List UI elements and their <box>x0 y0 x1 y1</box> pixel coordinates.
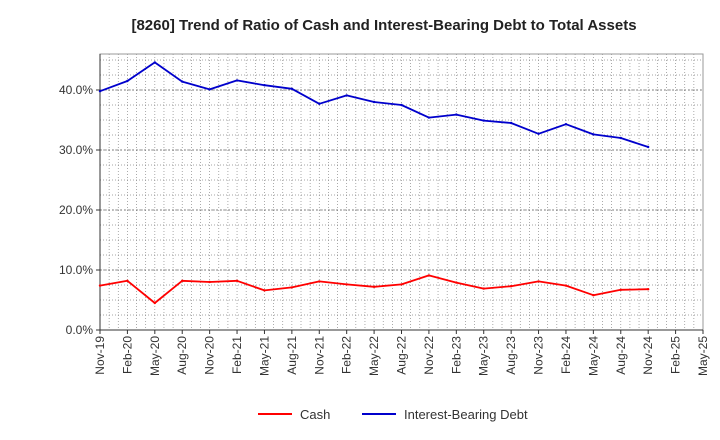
data-point <box>509 121 513 125</box>
y-tick-label: 0.0% <box>66 323 94 337</box>
y-tick-label: 40.0% <box>59 83 93 97</box>
x-tick-label: Feb-21 <box>230 336 244 374</box>
data-point <box>427 274 431 277</box>
data-point <box>318 102 321 106</box>
data-point <box>181 80 184 83</box>
data-point <box>564 123 568 126</box>
x-tick-label: Nov-22 <box>422 336 436 375</box>
data-point <box>537 280 540 283</box>
data-point <box>98 90 102 93</box>
data-point <box>372 285 376 288</box>
data-point <box>181 279 184 282</box>
legend: Cash Interest-Bearing Debt <box>258 407 528 422</box>
x-tick-label: Feb-20 <box>120 336 134 374</box>
x-tick-label: May-23 <box>477 336 491 376</box>
data-point <box>153 301 157 305</box>
data-point <box>482 119 485 122</box>
y-tick-label: 10.0% <box>59 263 93 277</box>
legend-label: Cash <box>300 407 330 422</box>
data-point <box>345 94 348 97</box>
x-tick-label: Aug-22 <box>395 336 409 375</box>
data-point <box>537 132 540 135</box>
data-point <box>619 136 622 140</box>
x-tick-label: Feb-25 <box>669 336 683 374</box>
x-tick-label: Feb-22 <box>340 336 354 374</box>
x-tick-label: May-25 <box>696 336 710 376</box>
data-point <box>646 145 650 149</box>
x-tick-label: May-24 <box>586 336 600 376</box>
legend-label: Interest-Bearing Debt <box>404 407 528 422</box>
series-layer <box>98 61 650 305</box>
x-tick-label: Aug-21 <box>285 336 299 375</box>
grid <box>99 54 704 331</box>
x-tick-label: Nov-20 <box>203 336 217 375</box>
axes: 0.0% 10.0% 20.0% 30.0% 40.0% Nov-19 Feb-20 May-… <box>59 53 710 376</box>
data-point <box>153 61 157 64</box>
data-point <box>263 84 266 87</box>
data-point <box>646 288 650 291</box>
chart-title: [8260] Trend of Ratio of Cash and Intere… <box>131 17 636 34</box>
x-tick-label: Nov-24 <box>641 336 655 375</box>
x-tick-label: Aug-20 <box>175 336 189 375</box>
data-point <box>290 87 294 91</box>
data-point <box>126 279 129 282</box>
data-point <box>345 283 348 286</box>
data-point <box>318 280 321 283</box>
data-point <box>98 284 102 287</box>
x-tick-label: May-21 <box>257 336 271 376</box>
x-tick-label: Aug-23 <box>504 336 518 375</box>
data-point <box>235 79 239 82</box>
x-tick-label: Nov-21 <box>312 336 326 375</box>
data-point <box>619 288 622 291</box>
data-point <box>208 280 211 284</box>
data-point <box>592 133 595 136</box>
data-point <box>509 285 513 288</box>
x-tick-label: Nov-23 <box>532 336 546 375</box>
x-tick-label: Feb-23 <box>449 336 463 374</box>
data-point <box>455 281 458 284</box>
y-tick-label: 20.0% <box>59 203 93 217</box>
y-tick-label: 30.0% <box>59 143 93 157</box>
data-point <box>455 113 458 116</box>
x-tick-label: May-20 <box>148 336 162 376</box>
data-point <box>400 103 403 107</box>
data-point <box>564 284 568 287</box>
data-point <box>482 287 485 290</box>
x-tick-label: Nov-19 <box>93 336 107 375</box>
data-point <box>372 100 376 104</box>
data-point <box>235 279 239 282</box>
x-tick-label: Aug-24 <box>614 336 628 375</box>
data-point <box>208 88 211 91</box>
data-point <box>126 79 129 83</box>
data-point <box>592 294 595 297</box>
data-point <box>263 289 266 292</box>
data-point <box>427 116 431 119</box>
x-tick-label: May-22 <box>367 336 381 376</box>
data-point <box>290 286 294 289</box>
data-point <box>400 283 403 286</box>
x-tick-label: Feb-24 <box>559 336 573 374</box>
